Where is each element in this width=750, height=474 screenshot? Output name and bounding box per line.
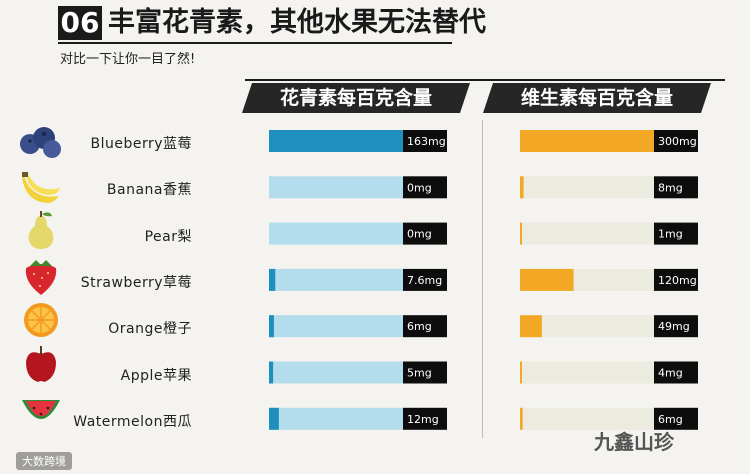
bar [520, 268, 574, 291]
bar-track [520, 222, 654, 245]
value-label-box [654, 268, 698, 291]
watermark-left: 大数跨境 [16, 452, 72, 470]
category-label: Apple苹果 [120, 367, 192, 384]
value-label-box [654, 222, 698, 245]
title-underline [58, 42, 452, 44]
value-label: 8mg [658, 181, 683, 194]
value-label-box [654, 130, 698, 152]
page-subtitle: 对比一下让你一目了然! [60, 52, 196, 67]
blueberry-icon [20, 127, 61, 158]
value-label: 0mg [407, 228, 432, 241]
value-label-box [403, 315, 447, 338]
bar [269, 361, 274, 384]
strawberry-icon [25, 260, 57, 295]
watermark-right: 九鑫山珍 [594, 430, 674, 454]
bar [520, 315, 542, 338]
category-label: Banana香蕉 [106, 182, 192, 199]
value-label: 5mg [407, 367, 432, 380]
value-label: 0mg [407, 181, 432, 194]
value-label: 6mg [407, 320, 432, 333]
bar-track [520, 176, 654, 199]
value-label-box [403, 407, 447, 430]
bar-track [520, 407, 654, 430]
orange-icon [24, 303, 58, 337]
value-label-box [654, 176, 698, 199]
value-label: 120mg [658, 274, 697, 287]
banana-icon [22, 172, 60, 203]
category-label: Strawberry草莓 [80, 274, 192, 291]
value-label-box [403, 361, 447, 384]
value-label-box [403, 176, 447, 199]
page-title: 丰富花青素，其他水果无法替代 [108, 7, 486, 38]
bar-track [269, 268, 403, 291]
panel-title-anthocyanin: 花青素每百克含量 [242, 83, 470, 113]
value-label: 4mg [658, 367, 683, 380]
category-label: Orange橙子 [108, 321, 192, 338]
value-label: 7.6mg [407, 274, 442, 287]
category-label: Pear梨 [144, 228, 192, 245]
bar-track [269, 176, 403, 199]
bar-track [269, 315, 403, 338]
bar [520, 361, 522, 384]
value-label-box [654, 407, 698, 430]
panel-title-vitamin: 维生素每百克含量 [483, 83, 711, 113]
bar [520, 222, 522, 245]
bar-track [269, 222, 403, 245]
value-label-box [654, 361, 698, 384]
category-label: Blueberry蓝莓 [90, 136, 192, 152]
value-label: 300mg [658, 135, 697, 148]
bar [269, 315, 274, 338]
value-label-box [403, 222, 447, 245]
value-label: 163mg [407, 135, 446, 148]
bar-track [520, 361, 654, 384]
value-label: 12mg [407, 413, 439, 426]
value-label-box [654, 315, 698, 338]
bar [269, 407, 279, 430]
bar [520, 407, 523, 430]
pear-icon [28, 211, 54, 249]
category-label: Watermelon西瓜 [73, 413, 192, 430]
bar-track [520, 315, 654, 338]
apple-icon [26, 346, 56, 382]
bar [269, 130, 403, 152]
bar [520, 176, 524, 199]
bar-track [269, 407, 403, 430]
value-label: 49mg [658, 320, 690, 333]
section-number-badge: 06 [58, 6, 102, 40]
value-label-box [403, 130, 447, 152]
bar-track [269, 361, 403, 384]
watermelon-icon [22, 400, 60, 419]
panel-divider [482, 120, 483, 438]
bar [269, 268, 276, 291]
value-label: 1mg [658, 228, 683, 241]
bar [520, 130, 654, 152]
value-label-box [403, 268, 447, 291]
value-label: 6mg [658, 413, 683, 426]
header-divider [245, 79, 725, 81]
